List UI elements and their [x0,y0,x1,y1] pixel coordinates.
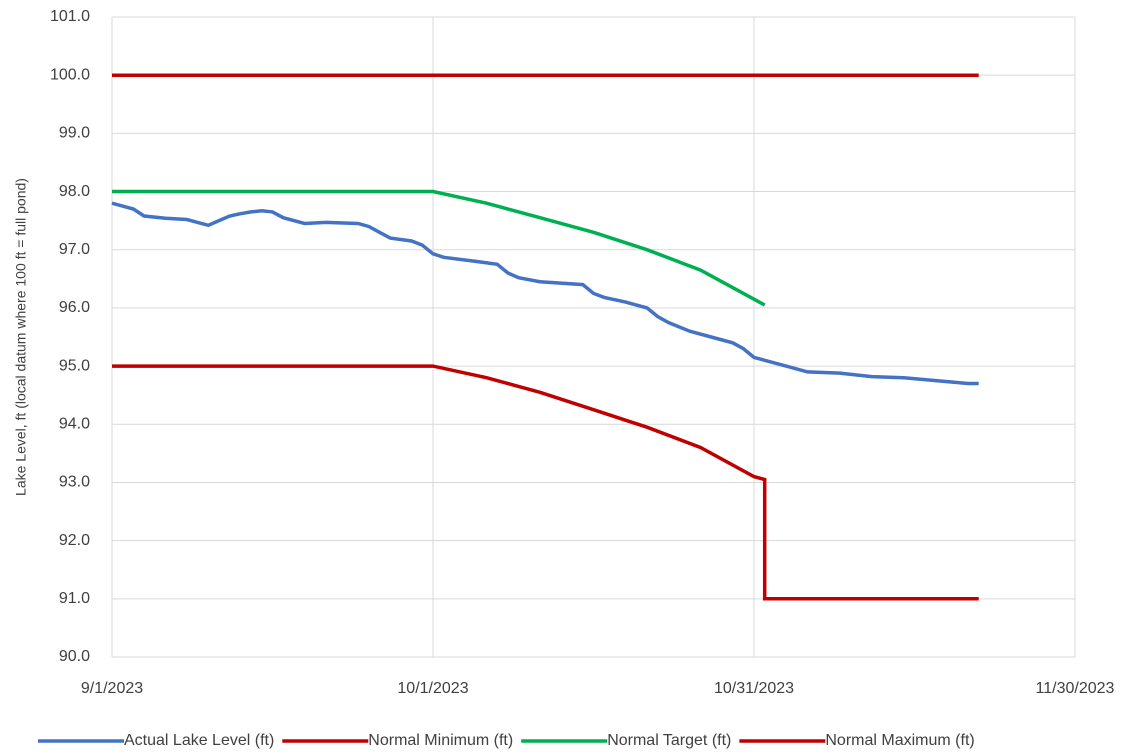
x-tick-label: 11/30/2023 [1036,680,1115,697]
y-axis-label: Lake Level, ft (local datum where 100 ft… [13,178,29,496]
y-tick-label: 99.0 [59,125,90,142]
y-tick-label: 92.0 [59,532,90,549]
y-tick-label: 97.0 [59,241,90,258]
x-tick-label: 10/1/2023 [397,680,468,697]
series-line [112,189,766,307]
y-tick-label: 94.0 [59,415,90,432]
y-tick-label: 93.0 [59,474,90,491]
series-line [111,201,979,386]
legend-label: Normal Maximum (ft) [825,732,974,749]
series-line [112,364,979,601]
y-tick-label: 100.0 [50,66,90,83]
y-tick-label: 91.0 [59,590,90,607]
y-tick-label: 98.0 [59,183,90,200]
legend-label: Normal Target (ft) [607,732,731,749]
y-tick-label: 95.0 [59,357,90,374]
legend-label: Normal Minimum (ft) [368,732,513,749]
legend-label: Actual Lake Level (ft) [124,732,274,749]
x-tick-label: 10/31/2023 [714,680,794,697]
y-tick-label: 96.0 [59,299,90,316]
y-tick-label: 90.0 [59,648,90,665]
y-tick-label: 101.0 [50,8,90,25]
x-tick-label: 9/1/2023 [81,680,143,697]
